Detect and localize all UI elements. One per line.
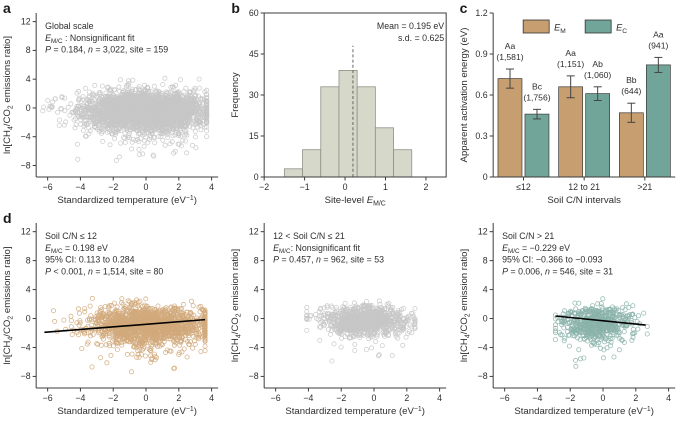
svg-text:0.9: 0.9 xyxy=(475,49,487,59)
svg-text:−2: −2 xyxy=(108,182,118,192)
svg-text:60: 60 xyxy=(249,8,259,18)
panel-label-a: a xyxy=(3,0,11,16)
svg-text:−4: −4 xyxy=(75,393,85,403)
panel-c: c ≤12 Aa (1,581) Bc (1,756) 12 to 21 Aa (1,151)… xyxy=(457,0,685,210)
svg-text:0: 0 xyxy=(482,172,487,182)
svg-text:12: 12 xyxy=(21,16,31,26)
figure-top-row: a −8 −4 0 4 8 12 −6 −4 −2 0 2 4 Standardized tempera… xyxy=(0,0,685,210)
panel-label-d: d xyxy=(3,210,12,226)
svg-text:0: 0 xyxy=(254,172,259,182)
panel-b: b 0 15 30 45 60 −2 −1 0 1 2 Site-level EM/C Frequen… xyxy=(228,0,456,210)
svg-text:≤12: ≤12 xyxy=(516,182,531,192)
svg-text:−6: −6 xyxy=(43,393,53,403)
svg-text:(1,060): (1,060) xyxy=(584,70,611,80)
svg-text:EC: EC xyxy=(616,23,627,35)
panel-label-b: b xyxy=(231,0,240,16)
svg-text:Frequency: Frequency xyxy=(230,72,241,118)
svg-text:EM/C : Nonsignificant fit: EM/C : Nonsignificant fit xyxy=(45,33,135,45)
svg-text:0: 0 xyxy=(144,182,149,192)
svg-text:0: 0 xyxy=(144,393,149,403)
svg-text:4: 4 xyxy=(209,182,214,192)
svg-text:4: 4 xyxy=(209,393,214,403)
svg-text:15: 15 xyxy=(249,131,259,141)
svg-text:1.2: 1.2 xyxy=(475,8,487,18)
svg-text:8: 8 xyxy=(26,255,31,265)
svg-text:2: 2 xyxy=(176,393,181,403)
svg-text:(1,756): (1,756) xyxy=(523,92,550,102)
figure-bottom-row: d −8 −4 0 4 8 12 −6 −4 −2 0 2 4 Standardized tempera… xyxy=(0,210,685,421)
svg-text:95% CI: 0.113 to 0.284: 95% CI: 0.113 to 0.284 xyxy=(45,255,134,265)
svg-text:Ab: Ab xyxy=(592,59,603,69)
svg-text:2: 2 xyxy=(424,182,429,192)
svg-text:−8: −8 xyxy=(21,371,31,381)
svg-text:−4: −4 xyxy=(75,182,85,192)
panel-d3: −8 −4 0 4 8 12 −6 −4 −2 0 2 4 Standardized temperatu… xyxy=(457,210,685,421)
svg-text:−2: −2 xyxy=(108,393,118,403)
svg-text:Aa: Aa xyxy=(565,48,576,58)
svg-text:(644): (644) xyxy=(621,86,641,96)
panel-a: a −8 −4 0 4 8 12 −6 −4 −2 0 2 4 Standardized tempera… xyxy=(0,0,228,210)
chart-d1-low-cn-scatter: −8 −4 0 4 8 12 −6 −4 −2 0 2 4 Standardized temperatu… xyxy=(2,223,219,417)
svg-text:4: 4 xyxy=(26,284,31,294)
svg-text:Aa: Aa xyxy=(653,29,664,39)
svg-text:Soil C/N intervals: Soil C/N intervals xyxy=(547,195,621,206)
svg-text:Site-level EM/C: Site-level EM/C xyxy=(325,195,386,207)
svg-text:Bb: Bb xyxy=(626,75,637,85)
svg-text:0: 0 xyxy=(343,182,348,192)
svg-text:1: 1 xyxy=(383,182,388,192)
svg-text:Standardized temperature (eV−1: Standardized temperature (eV−1) xyxy=(57,195,197,206)
svg-text:−8: −8 xyxy=(21,160,31,170)
svg-text:ln[CH4/CO2 emissions ratio]: ln[CH4/CO2 emissions ratio] xyxy=(2,36,14,154)
svg-text:P = 0.184, n = 3,022, site = 1: P = 0.184, n = 3,022, site = 159 xyxy=(45,45,168,55)
svg-text:−4: −4 xyxy=(21,342,31,352)
svg-text:−6: −6 xyxy=(43,182,53,192)
svg-text:EM: EM xyxy=(554,23,566,35)
chart-b-histogram: 0 15 30 45 60 −2 −1 0 1 2 Site-level EM/C Frequency… xyxy=(230,8,447,207)
panel-label-c: c xyxy=(459,0,468,16)
svg-text:P < 0.001, n = 1,514, site = 8: P < 0.001, n = 1,514, site = 80 xyxy=(45,266,163,276)
svg-text:Standardized temperature (eV−1: Standardized temperature (eV−1) xyxy=(57,406,197,417)
svg-text:Apparent activation energy (eV: Apparent activation energy (eV) xyxy=(459,28,470,163)
svg-text:2: 2 xyxy=(176,182,181,192)
svg-text:Aa: Aa xyxy=(504,41,515,51)
svg-text:−1: −1 xyxy=(300,182,310,192)
svg-text:0.6: 0.6 xyxy=(475,90,487,100)
svg-text:0.3: 0.3 xyxy=(475,131,487,141)
svg-text:Soil C/N ≤ 12: Soil C/N ≤ 12 xyxy=(45,231,97,241)
svg-text:>21: >21 xyxy=(637,182,652,192)
panel-d2: −8 −4 0 4 8 12 −6 −4 −2 0 2 4 Standardized temperatu… xyxy=(228,210,456,421)
svg-text:−2: −2 xyxy=(259,182,269,192)
svg-text:Global scale: Global scale xyxy=(45,21,94,31)
svg-text:12 to 21: 12 to 21 xyxy=(568,182,600,192)
svg-text:0: 0 xyxy=(26,313,31,323)
svg-text:Bc: Bc xyxy=(532,81,543,91)
svg-text:Mean = 0.195 eV: Mean = 0.195 eV xyxy=(377,21,444,31)
svg-text:(941): (941) xyxy=(648,40,668,50)
svg-text:45: 45 xyxy=(249,49,259,59)
svg-text:30: 30 xyxy=(249,90,259,100)
panel-d1: d −8 −4 0 4 8 12 −6 −4 −2 0 2 4 Standardized tempera… xyxy=(0,210,228,421)
svg-text:(1,151): (1,151) xyxy=(557,59,584,69)
chart-a-global-scatter: −8 −4 0 4 8 12 −6 −4 −2 0 2 4 Standardized temperatu… xyxy=(2,13,219,206)
svg-text:s.d. = 0.625: s.d. = 0.625 xyxy=(398,33,444,43)
svg-text:EM/C = 0.198 eV: EM/C = 0.198 eV xyxy=(45,243,108,255)
svg-text:12: 12 xyxy=(21,227,31,237)
svg-text:−4: −4 xyxy=(21,132,31,142)
svg-text:ln[CH4/CO2 emissions ratio]: ln[CH4/CO2 emissions ratio] xyxy=(2,246,14,364)
svg-text:4: 4 xyxy=(26,74,31,84)
svg-text:(1,581): (1,581) xyxy=(496,52,523,62)
svg-text:0: 0 xyxy=(26,103,31,113)
svg-text:8: 8 xyxy=(26,45,31,55)
